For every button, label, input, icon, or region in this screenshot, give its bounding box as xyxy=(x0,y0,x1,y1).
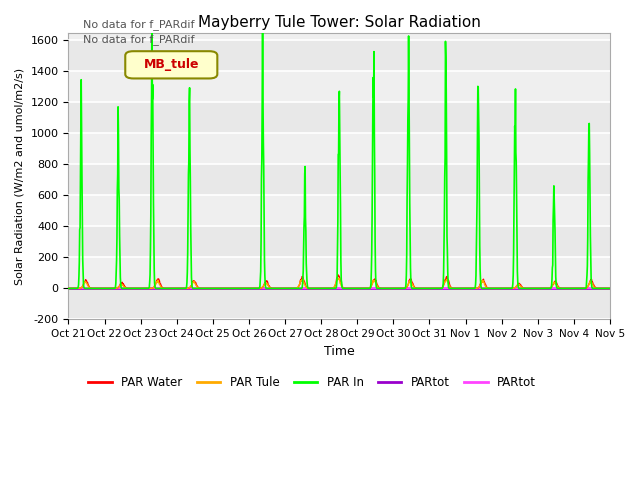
Y-axis label: Solar Radiation (W/m2 and umol/m2/s): Solar Radiation (W/m2 and umol/m2/s) xyxy=(15,67,25,285)
Text: No data for f_PARdif: No data for f_PARdif xyxy=(83,34,195,45)
FancyBboxPatch shape xyxy=(125,51,218,78)
Bar xyxy=(68,257,610,288)
Bar xyxy=(68,9,610,40)
Bar xyxy=(68,133,610,164)
X-axis label: Time: Time xyxy=(324,345,355,358)
Bar xyxy=(68,195,610,227)
Text: No data for f_PARdif: No data for f_PARdif xyxy=(83,19,195,30)
Text: MB_tule: MB_tule xyxy=(143,58,199,71)
Legend: PAR Water, PAR Tule, PAR In, PARtot, PARtot: PAR Water, PAR Tule, PAR In, PARtot, PAR… xyxy=(83,372,541,394)
Title: Mayberry Tule Tower: Solar Radiation: Mayberry Tule Tower: Solar Radiation xyxy=(198,15,481,30)
Bar xyxy=(68,72,610,102)
